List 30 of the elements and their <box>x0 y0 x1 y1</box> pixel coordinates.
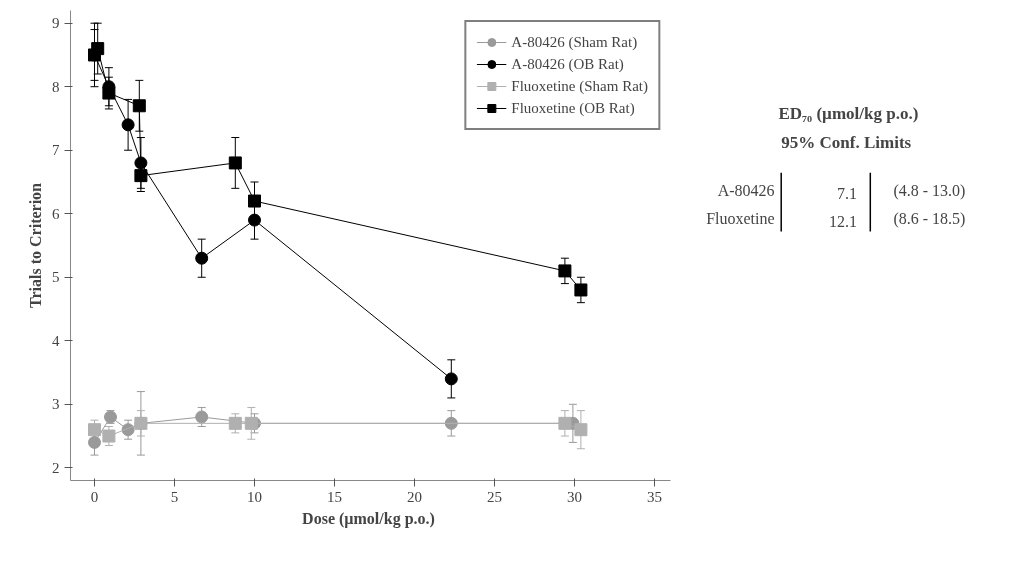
legend-label: A-80426 (OB Rat) <box>511 55 624 73</box>
text: ED₇₀ (µmol/kg p.o.) <box>778 104 919 124</box>
text: A-80426 <box>717 181 775 199</box>
x-tick-label: 25 <box>487 488 502 505</box>
legend-label: Fluoxetine (OB Rat) <box>511 99 635 117</box>
x-axis-title: Dose (µmol/kg p.o.) <box>302 509 435 528</box>
y-tick-label: 6 <box>52 205 60 222</box>
x-tick-label: 5 <box>170 488 179 505</box>
x-tick-label: 0 <box>90 488 99 505</box>
y-tick-label: 8 <box>52 78 60 95</box>
text: 7.1 <box>837 184 858 202</box>
x-tick-label: 30 <box>567 488 582 505</box>
y-tick-label: 9 <box>52 15 60 32</box>
text: (8.6 - 18.5) <box>893 209 966 228</box>
x-tick-label: 35 <box>647 488 662 505</box>
y-tick-label: 3 <box>52 396 60 413</box>
y-tick-label: 7 <box>52 142 60 159</box>
x-tick-label: 15 <box>327 488 342 505</box>
y-tick-label: 5 <box>52 269 60 286</box>
text: 95% Conf. Limits <box>781 132 912 152</box>
x-tick-label: 20 <box>407 488 422 505</box>
legend-label: A-80426 (Sham Rat) <box>511 33 638 51</box>
text: 12.1 <box>829 212 858 230</box>
y-tick-label: 4 <box>52 332 60 349</box>
legend-label: Fluoxetine (Sham Rat) <box>511 77 648 95</box>
y-axis-title: Trials to Criterion <box>27 182 44 308</box>
text: Fluoxetine <box>706 209 775 227</box>
x-tick-label: 10 <box>247 488 262 505</box>
y-tick-label: 2 <box>52 459 60 476</box>
text: (4.8 - 13.0) <box>893 181 966 200</box>
